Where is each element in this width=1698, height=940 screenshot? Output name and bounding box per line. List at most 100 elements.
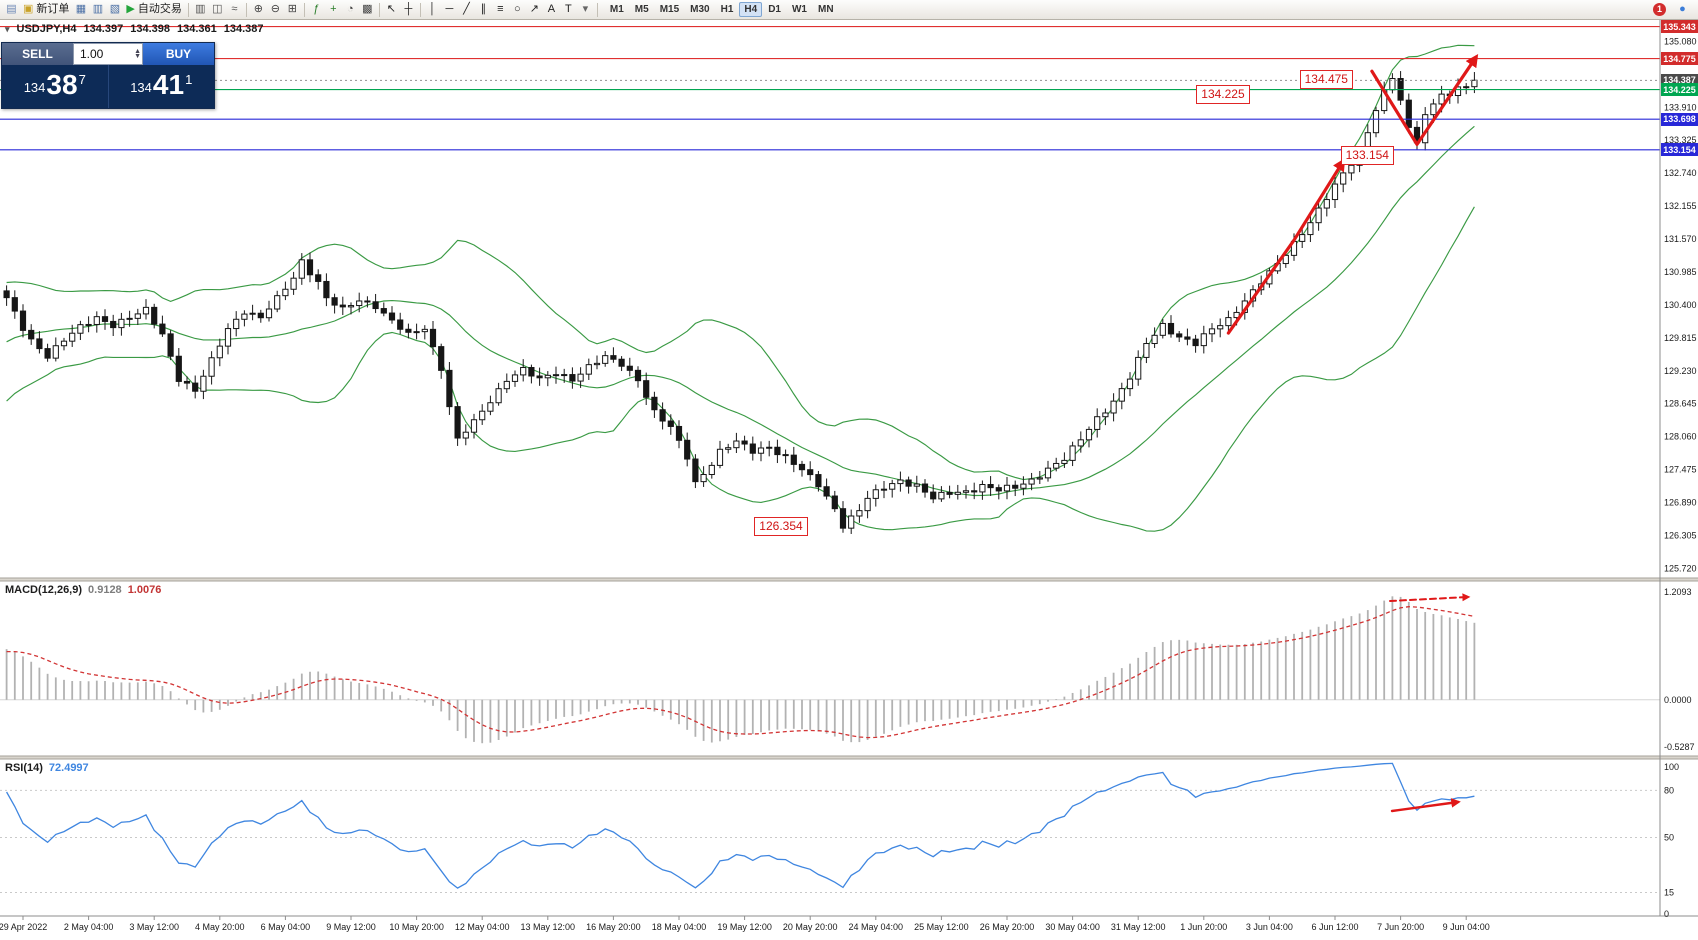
chart-ohlc-header: ▾ USDJPY,H4 134.397 134.398 134.361 134.… bbox=[5, 23, 264, 35]
bar-chart-type-icon: ▥ bbox=[195, 3, 206, 15]
add-indicator-icon[interactable]: + bbox=[325, 1, 342, 18]
timeframe-w1-button[interactable]: W1 bbox=[791, 4, 807, 15]
line-chart-type-icon[interactable]: ≈ bbox=[226, 1, 243, 18]
shapes-icon[interactable]: ○ bbox=[509, 1, 526, 18]
autotrading-button[interactable]: ▶ 自动交易 bbox=[123, 1, 184, 18]
navigator-icon[interactable]: ▧ bbox=[106, 1, 123, 18]
svg-text:10 May 20:00: 10 May 20:00 bbox=[389, 922, 444, 932]
shapes-icon: ○ bbox=[514, 3, 521, 15]
svg-text:132.740: 132.740 bbox=[1664, 168, 1697, 178]
svg-text:128.645: 128.645 bbox=[1664, 399, 1697, 409]
svg-text:29 Apr 2022: 29 Apr 2022 bbox=[0, 922, 47, 932]
svg-text:26 May 20:00: 26 May 20:00 bbox=[980, 922, 1035, 932]
notifications-badge-icon[interactable]: 1 bbox=[1650, 1, 1669, 18]
volume-spinner[interactable]: ▲ ▼ bbox=[134, 48, 141, 60]
ohlc-close: 134.387 bbox=[223, 23, 264, 35]
timeframe-m5-button[interactable]: M5 bbox=[634, 4, 649, 15]
timeframe-d1-button[interactable]: D1 bbox=[768, 4, 781, 15]
periods-icon[interactable]: ◔ bbox=[342, 1, 359, 18]
svg-text:25 May 12:00: 25 May 12:00 bbox=[914, 922, 969, 932]
price-callout-133.154[interactable]: 133.154 bbox=[1340, 146, 1394, 166]
horizontal-level-lines[interactable] bbox=[0, 26, 1660, 151]
equidistant-channel-icon[interactable]: ∥ bbox=[475, 1, 492, 18]
svg-text:133.325: 133.325 bbox=[1664, 135, 1697, 145]
new-order-button[interactable]: ▣ 新订单 bbox=[20, 1, 72, 18]
drawing-dropdown-icon[interactable]: ▾ bbox=[577, 1, 594, 18]
equidistant-channel-icon: ∥ bbox=[480, 3, 487, 15]
toolbar-separator bbox=[419, 2, 421, 17]
arrows-tool-icon[interactable]: ↗ bbox=[526, 1, 543, 18]
rsi-label: RSI(14) bbox=[5, 762, 43, 774]
cursor-icon: ↖ bbox=[386, 3, 396, 15]
indicators-icon[interactable]: ƒ bbox=[308, 1, 325, 18]
vertical-line-icon[interactable]: │ bbox=[424, 1, 441, 18]
chart-window-icon[interactable]: ▤ bbox=[3, 1, 20, 18]
crosshair-icon[interactable]: ┼ bbox=[400, 1, 417, 18]
svg-text:129.815: 129.815 bbox=[1664, 333, 1697, 343]
pane-separator-1[interactable] bbox=[0, 578, 1698, 581]
timeframe-m15-button[interactable]: M15 bbox=[659, 4, 680, 15]
volume-value: 1.00 bbox=[80, 47, 104, 61]
buy-price-button[interactable]: 134 41 1 bbox=[107, 65, 215, 108]
community-icon[interactable]: ● bbox=[1674, 1, 1691, 18]
candlestick-chart-type-icon[interactable]: ◫ bbox=[209, 1, 226, 18]
sell-price-button[interactable]: 134 38 7 bbox=[2, 65, 108, 108]
svg-text:7 Jun 20:00: 7 Jun 20:00 bbox=[1377, 922, 1424, 932]
volume-up-icon[interactable]: ▲ bbox=[134, 48, 141, 55]
bar-chart-type-icon[interactable]: ▥ bbox=[192, 1, 209, 18]
tile-windows-icon[interactable]: ⊞ bbox=[284, 1, 301, 18]
zoom-out-icon[interactable]: ⊖ bbox=[267, 1, 284, 18]
price-callout-134.475[interactable]: 134.475 bbox=[1299, 69, 1353, 89]
cursor-icon[interactable]: ↖ bbox=[383, 1, 400, 18]
svg-text:130.985: 130.985 bbox=[1664, 267, 1697, 277]
volume-input[interactable]: 1.00 ▲ ▼ bbox=[73, 43, 143, 65]
level-price-tag: 135.343 bbox=[1661, 20, 1698, 34]
symbol-period-label: USDJPY,H4 bbox=[16, 23, 77, 35]
volume-down-icon[interactable]: ▼ bbox=[134, 53, 141, 60]
toolbar-separator bbox=[596, 2, 598, 17]
trendline-icon[interactable]: ╱ bbox=[458, 1, 475, 18]
trend-arrow[interactable] bbox=[1370, 54, 1479, 146]
trend-arrow[interactable] bbox=[1390, 798, 1461, 813]
text-tool-icon[interactable]: A bbox=[543, 1, 560, 18]
svg-text:9 May 12:00: 9 May 12:00 bbox=[326, 922, 376, 932]
fibonacci-icon: ≡ bbox=[497, 3, 504, 15]
sell-price-big: 38 bbox=[46, 69, 78, 100]
autotrading-button: ▶ bbox=[126, 3, 135, 15]
data-window-icon[interactable]: ▥ bbox=[89, 1, 106, 18]
ohlc-high: 134.398 bbox=[130, 23, 170, 35]
zoom-in-icon[interactable]: ⊕ bbox=[250, 1, 267, 18]
timeframe-group: M1 M5 M15 M30 H1 H4 D1 W1 MN bbox=[605, 2, 839, 17]
notifications-badge-icon: 1 bbox=[1653, 3, 1666, 16]
trend-arrow[interactable] bbox=[1389, 593, 1471, 602]
template-icon[interactable]: ▩ bbox=[359, 1, 376, 18]
collapse-one-click-icon[interactable]: ▾ bbox=[5, 23, 10, 34]
market-watch-icon: ▦ bbox=[75, 3, 87, 15]
horizontal-line-icon[interactable]: ─ bbox=[441, 1, 458, 18]
toolbar-separator bbox=[303, 2, 305, 17]
timeframe-h4-button[interactable]: H4 bbox=[739, 2, 763, 17]
pane-separator-2[interactable] bbox=[0, 756, 1698, 759]
timeframe-h1-button[interactable]: H1 bbox=[720, 4, 734, 15]
svg-text:1 Jun 20:00: 1 Jun 20:00 bbox=[1180, 922, 1227, 932]
svg-text:133.910: 133.910 bbox=[1664, 102, 1697, 112]
text-label-icon[interactable]: T bbox=[560, 1, 577, 18]
price-callout-134.225[interactable]: 134.225 bbox=[1196, 85, 1250, 105]
toolbar-right-icons: 1 ● bbox=[1650, 1, 1695, 18]
svg-text:125.720: 125.720 bbox=[1664, 563, 1697, 573]
price-callout-126.354[interactable]: 126.354 bbox=[754, 516, 808, 536]
candlesticks bbox=[3, 71, 1478, 534]
sell-button[interactable]: SELL bbox=[2, 43, 73, 65]
vertical-line-icon: │ bbox=[428, 3, 436, 15]
trend-arrow[interactable] bbox=[1226, 158, 1346, 335]
market-watch-icon[interactable]: ▦ bbox=[72, 1, 89, 18]
level-price-tag: 134.225 bbox=[1661, 83, 1698, 97]
fibonacci-icon[interactable]: ≡ bbox=[492, 1, 509, 18]
timeframe-mn-button[interactable]: MN bbox=[817, 4, 834, 15]
buy-button[interactable]: BUY bbox=[143, 43, 214, 65]
buy-price-big: 41 bbox=[152, 69, 185, 100]
timeframe-m30-button[interactable]: M30 bbox=[690, 4, 710, 15]
timeframe-m1-button[interactable]: M1 bbox=[609, 4, 624, 15]
rsi-value: 72.4997 bbox=[48, 762, 89, 774]
